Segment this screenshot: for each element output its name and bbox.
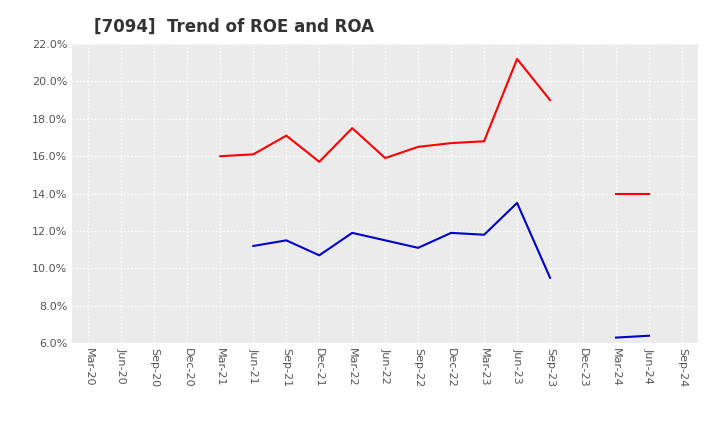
ROE	[348, 125, 356, 131]
ROE	[381, 155, 390, 161]
Line: ROA: ROA	[253, 203, 550, 278]
ROA	[348, 230, 356, 235]
ROA	[546, 275, 554, 280]
Line: ROE: ROE	[220, 59, 550, 162]
ROA	[447, 230, 456, 235]
ROE	[546, 97, 554, 103]
ROA	[249, 243, 258, 249]
ROE	[447, 140, 456, 146]
ROE	[414, 144, 423, 150]
ROA	[315, 253, 323, 258]
ROE	[216, 154, 225, 159]
ROE	[513, 56, 521, 62]
ROE	[249, 152, 258, 157]
ROE	[282, 133, 291, 138]
ROA	[513, 200, 521, 205]
ROE	[480, 139, 488, 144]
ROA	[282, 238, 291, 243]
ROA	[381, 238, 390, 243]
ROA	[480, 232, 488, 237]
ROE	[315, 159, 323, 165]
Text: [7094]  Trend of ROE and ROA: [7094] Trend of ROE and ROA	[94, 18, 374, 36]
ROA	[414, 245, 423, 250]
